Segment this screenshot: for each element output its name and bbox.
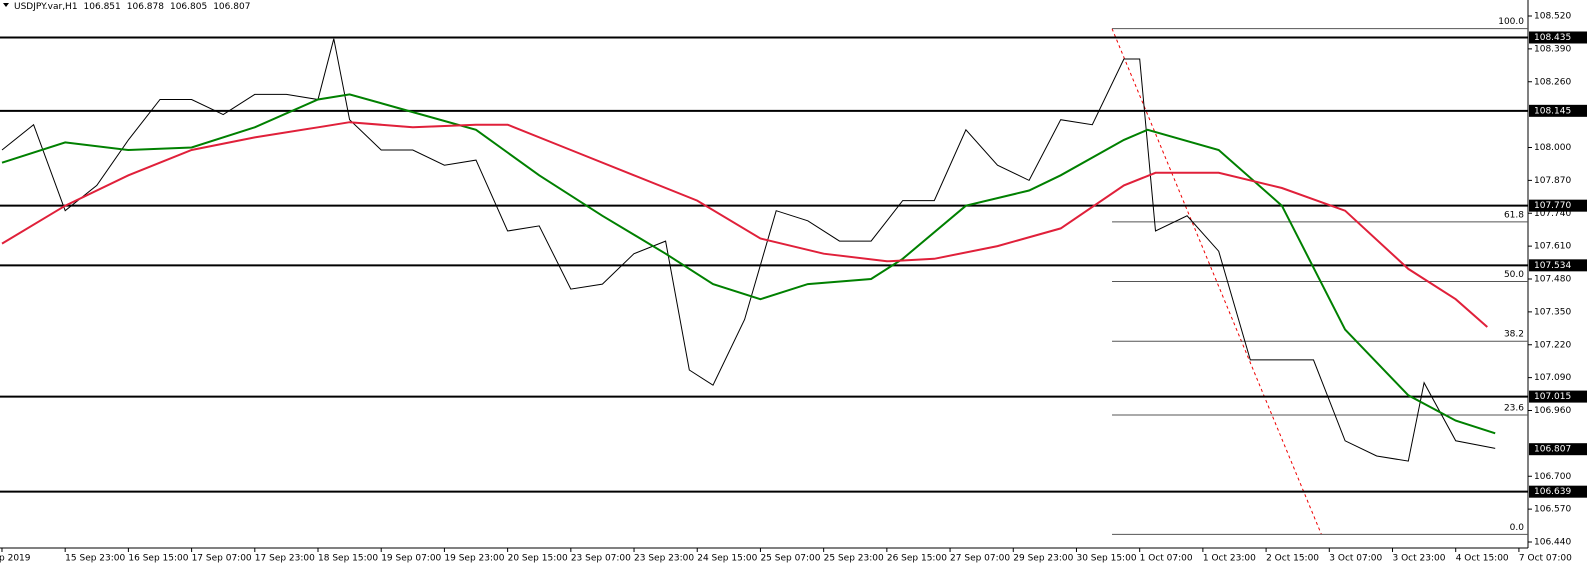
level-price-box [1529,104,1587,117]
x-tick-label: 17 Sep 23:00 [255,554,315,564]
level-price-box [1529,390,1587,403]
level-price-label: 106.639 [1534,487,1571,497]
y-tick-label: 107.480 [1534,275,1571,285]
menu-arrow[interactable] [3,3,9,7]
x-tick-label: 27 Sep 07:00 [950,554,1010,564]
y-tick-label: 106.440 [1534,538,1571,548]
x-tick-label: 19 Sep 07:00 [381,554,441,564]
x-tick-label: 19 Sep 23:00 [444,554,504,564]
y-tick-label: 108.260 [1534,77,1571,87]
x-tick-label: 17 Sep 07:00 [192,554,252,564]
y-tick-label: 108.390 [1534,44,1571,54]
y-tick-label: 107.090 [1534,373,1571,383]
ohlc-value: 106.878 [127,2,164,12]
moving-average [1,121,1488,328]
fib-label: 38.2 [1504,330,1524,340]
ohlc-value: 106.851 [84,2,121,12]
level-price-label: 107.770 [1534,201,1571,211]
y-tick-label: 106.960 [1534,406,1571,416]
x-tick-label: 20 Sep 15:00 [508,554,568,564]
x-tick-label: 24 Sep 15:00 [697,554,757,564]
y-tick-label: 106.570 [1534,505,1571,515]
moving-average [1,93,1496,435]
x-tick-label: 25 Sep 23:00 [824,554,884,564]
chart-header: USDJPY.var,H1 106.851 106.878 106.805 106.80… [14,2,250,12]
x-tick-label: 13 Sep 2019 [0,554,31,564]
level-price-box [1529,259,1587,272]
x-tick-label: 3 Oct 07:00 [1329,554,1382,564]
level-price-label: 107.534 [1534,261,1571,271]
x-tick-label: 1 Oct 23:00 [1203,554,1256,564]
level-price-label: 108.435 [1534,33,1571,43]
last-price-label: 106.807 [1534,445,1571,455]
y-tick-label: 107.220 [1534,340,1571,350]
fib-trend-line [1111,28,1322,535]
x-tick-label: 1 Oct 07:00 [1140,554,1193,564]
y-tick-label: 107.610 [1534,242,1571,252]
x-tick-label: 16 Sep 15:00 [128,554,188,564]
x-tick-label: 2 Oct 15:00 [1266,554,1319,564]
y-tick-label: 107.350 [1534,307,1571,317]
symbol: USDJPY.var,H1 [14,2,78,12]
level-price-box [1529,485,1587,498]
fib-label: 0.0 [1510,523,1525,533]
x-tick-label: 30 Sep 15:00 [1076,554,1136,564]
ohlc-value: 106.807 [213,2,250,12]
ohlc-value: 106.805 [170,2,207,12]
x-tick-label: 15 Sep 23:00 [65,554,125,564]
fib-label: 50.0 [1504,270,1524,280]
y-tick-label: 108.000 [1534,143,1571,153]
level-price-box [1529,199,1587,212]
y-tick-label: 107.740 [1534,209,1571,219]
level-price-label: 108.145 [1534,106,1571,116]
fib-label: 23.6 [1504,404,1524,414]
fib-label: 100.0 [1498,17,1524,27]
x-tick-label: 4 Oct 15:00 [1456,554,1509,564]
level-price-box [1529,31,1587,44]
price-line [1,38,1496,462]
x-tick-label: 18 Sep 15:00 [318,554,378,564]
y-tick-label: 106.700 [1534,472,1571,482]
x-tick-label: 7 Oct 07:00 [1519,554,1572,564]
level-price-label: 107.015 [1534,392,1571,402]
fib-label: 61.8 [1504,210,1524,220]
x-tick-label: 25 Sep 07:00 [760,554,820,564]
x-tick-label: 23 Sep 07:00 [571,554,631,564]
x-tick-label: 29 Sep 23:00 [1013,554,1073,564]
x-tick-label: 26 Sep 15:00 [887,554,947,564]
y-tick-label: 108.520 [1534,12,1571,22]
y-tick-label: 107.870 [1534,176,1571,186]
x-tick-label: 3 Oct 23:00 [1393,554,1446,564]
x-tick-label: 23 Sep 23:00 [634,554,694,564]
last-price-box [1529,443,1587,456]
